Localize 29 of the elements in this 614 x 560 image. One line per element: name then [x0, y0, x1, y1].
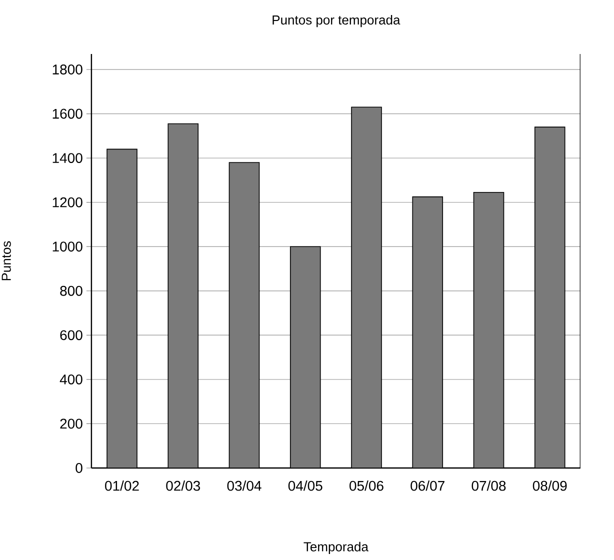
y-tick-label: 400 [60, 374, 82, 384]
bar [534, 126, 566, 468]
y-tick-label: 1000 [52, 242, 82, 252]
y-tick-label: 1200 [52, 197, 82, 208]
x-tick-label: 07/08 [472, 480, 506, 491]
bar [473, 192, 504, 468]
y-axis-title: Puntos [2, 241, 11, 280]
y-tick-label: 800 [60, 286, 82, 296]
y-tick-label: 0 [76, 463, 82, 473]
y-tick-label: 1600 [52, 108, 82, 119]
bar [412, 196, 444, 468]
x-axis-title: Temporada [304, 542, 368, 554]
x-tick-label: 03/04 [227, 480, 262, 491]
chart-title: Puntos por temporada [272, 15, 400, 28]
bar [168, 123, 199, 468]
x-tick-label: 06/07 [410, 480, 444, 491]
y-tick-label: 1400 [52, 153, 82, 164]
y-tick-label: 200 [60, 418, 82, 429]
bar [290, 246, 321, 468]
y-tick-label: 600 [60, 330, 82, 340]
x-tick-label: 08/09 [532, 480, 567, 491]
bar [106, 148, 138, 468]
x-tick-label: 01/02 [105, 480, 139, 491]
x-tick-label: 05/06 [350, 480, 384, 491]
x-tick-label: 04/05 [288, 480, 322, 491]
bar [228, 162, 260, 468]
y-tick-label: 1800 [52, 64, 82, 74]
x-tick-label: 02/03 [166, 480, 200, 491]
bar [351, 106, 382, 468]
